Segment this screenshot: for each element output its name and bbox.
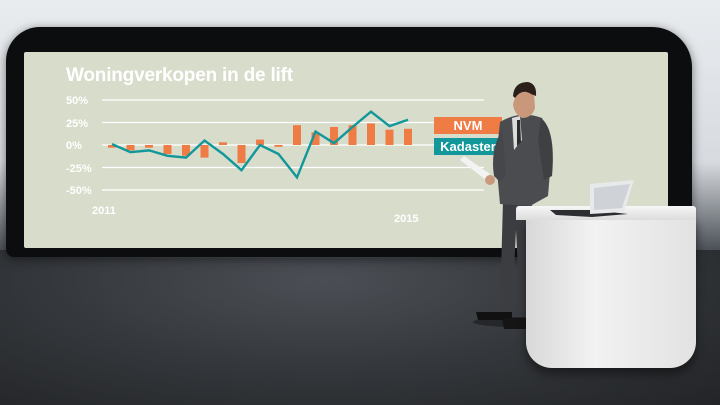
nvm-bar [330,127,338,145]
presenter-jacket [496,114,553,206]
nvm-bar [237,145,246,163]
nvm-bar [404,128,412,145]
nvm-bar [126,145,135,151]
y-tick-label: -25% [66,163,92,175]
presenter-arm [460,130,506,185]
nvm-bar [385,129,394,145]
y-axis-ticks: 50% 25% 0% -25% -50% [66,95,92,197]
legend-nvm: NVM [434,117,502,134]
nvm-bar [145,145,153,148]
nvm-bar [367,123,375,145]
x-tick-label-2015: 2015 [394,213,418,225]
y-tick-label: 25% [66,118,88,130]
presenter-legs [476,200,532,329]
nvm-bar [274,145,283,147]
y-tick-label: 50% [66,95,88,107]
nvm-bar [256,139,264,145]
nvm-bar [311,132,320,145]
nvm-bar [293,125,301,145]
nvm-bar [219,142,227,145]
chart-title: Woningverkopen in de lift [66,65,293,86]
y-tick-label: 0% [66,140,82,152]
nvm-bar [348,125,357,145]
presenter-head [513,82,537,118]
nvm-bar [200,145,209,158]
presenter-desk [526,218,696,368]
nvm-bar [182,145,190,156]
y-tick-label: -50% [66,185,92,197]
chart-plot: 50% 25% 0% -25% -50% 2011 2015 [66,95,484,225]
nvm-bar [163,145,172,154]
nvm-bar [108,145,116,148]
nvm-bars [108,123,412,163]
legend-kadaster: Kadaster [434,138,502,155]
x-tick-label-2011: 2011 [92,205,116,217]
kadaster-points [111,111,409,178]
